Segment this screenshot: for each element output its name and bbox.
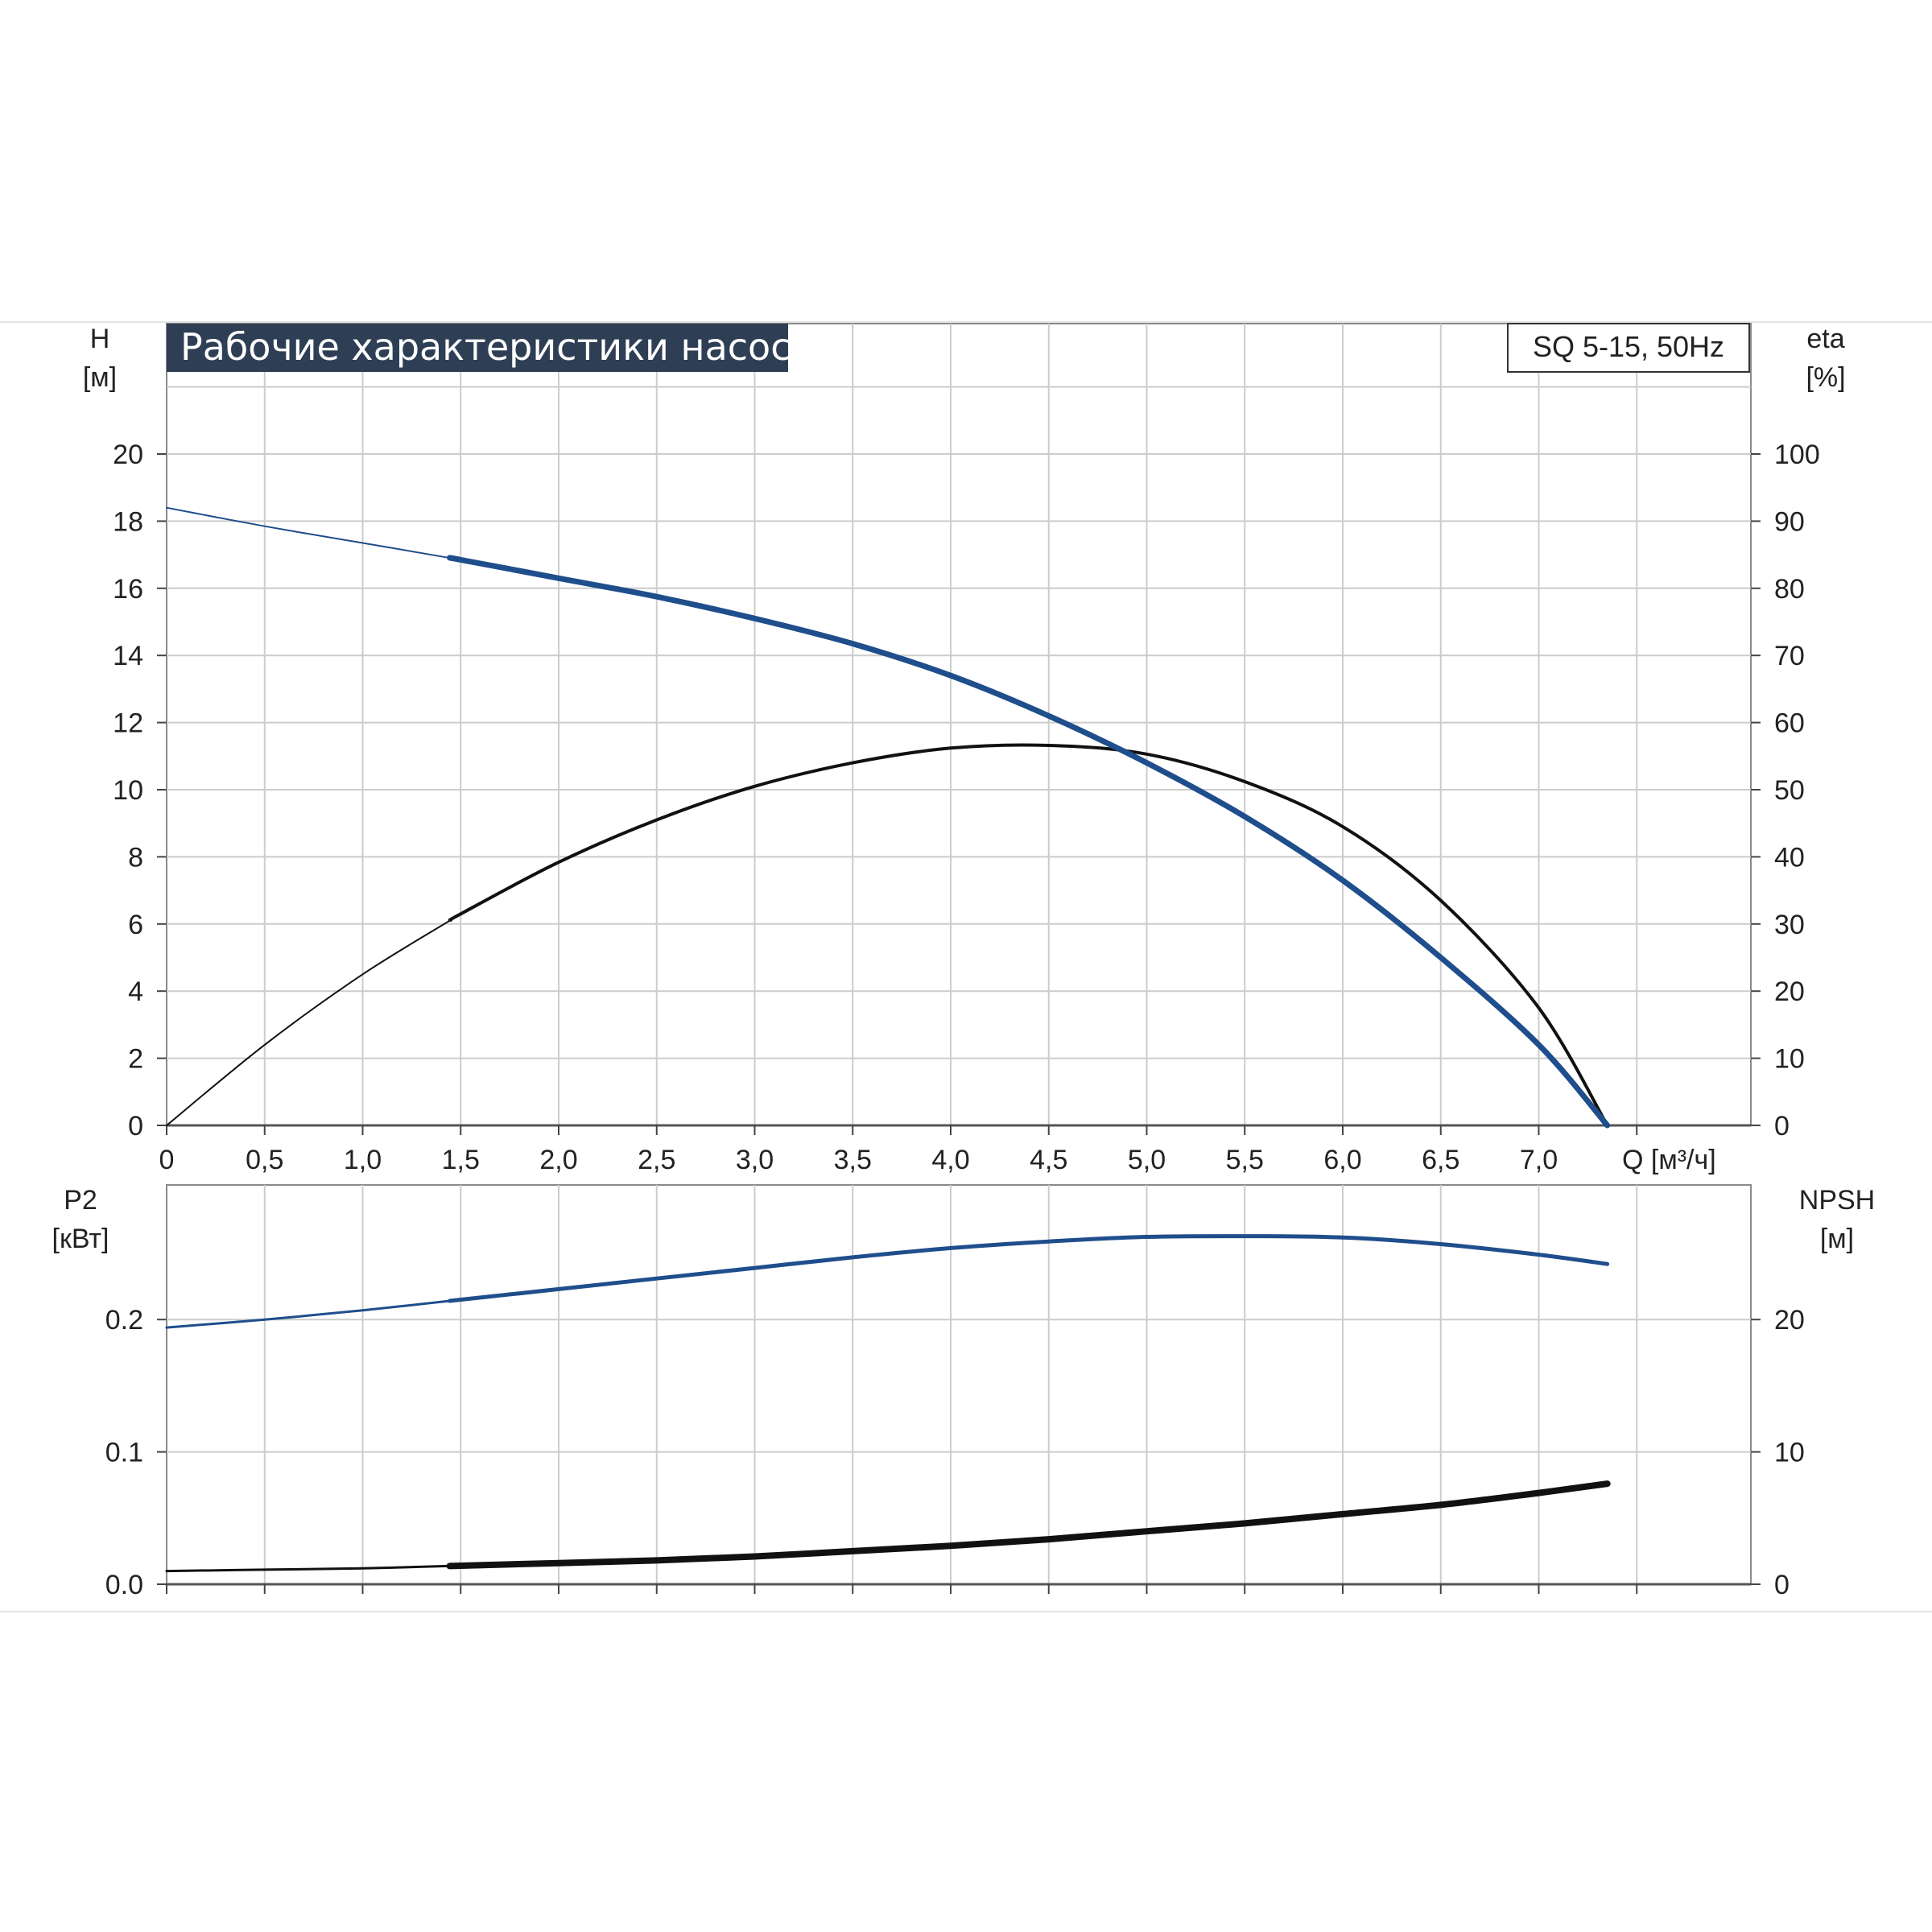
flow-tick-label: 4,5: [1030, 1145, 1067, 1175]
power-axis-tick-labels: 0.0 0.1 0.2: [105, 1305, 143, 1600]
head-curve-thin: [166, 506, 452, 559]
power-tick-label: 0.0: [105, 1570, 143, 1600]
head-plot-area: [166, 323, 1752, 1126]
flow-tick-label: 5,5: [1226, 1145, 1264, 1175]
power-axis-unit: [кВт]: [52, 1224, 109, 1254]
flow-axis-label: Q [м³/ч]: [1622, 1145, 1716, 1175]
efficiency-curve-thin: [166, 919, 452, 1126]
flow-tick-label: 3,5: [834, 1145, 872, 1175]
head-tick-label: 18: [113, 506, 143, 537]
efficiency-tick-label: 50: [1774, 775, 1805, 806]
power-plot-tick-marks: [157, 1319, 1761, 1594]
flow-tick-label: 0,5: [246, 1145, 283, 1175]
power-plot-grid: [167, 1185, 1751, 1586]
head-curve: [447, 555, 1611, 1129]
model-label: SQ 5-15, 50Hz: [1533, 330, 1724, 363]
power-axis-name: P2: [64, 1185, 97, 1216]
efficiency-axis-name: eta: [1806, 324, 1844, 354]
power-plot-area: [166, 1184, 1752, 1585]
head-tick-label: 10: [113, 775, 143, 806]
power-tick-label: 0.1: [105, 1438, 143, 1468]
flow-tick-label: 5,0: [1128, 1145, 1166, 1175]
npsh-curve-thin: [165, 1564, 452, 1573]
flow-tick-label: 1,0: [344, 1145, 382, 1175]
efficiency-tick-label: 0: [1774, 1111, 1790, 1141]
head-tick-label: 16: [113, 574, 143, 605]
head-axis-name: H: [90, 324, 110, 354]
efficiency-tick-label: 10: [1774, 1044, 1805, 1075]
npsh-curve: [446, 1480, 1611, 1570]
flow-tick-label: 1,5: [442, 1145, 480, 1175]
head-axis-tick-labels: 0 2 4 6 8 10 12 14 16 18 20: [113, 440, 143, 1141]
efficiency-axis-tick-labels: 0 10 20 30 40 50 60 70 80 90 100: [1774, 440, 1820, 1141]
head-tick-label: 20: [113, 440, 143, 470]
flow-tick-label: 0: [159, 1145, 175, 1175]
efficiency-tick-label: 70: [1774, 641, 1805, 671]
head-plot-grid: [167, 324, 1751, 1127]
head-tick-label: 14: [113, 641, 143, 671]
flow-tick-label: 4,0: [931, 1145, 969, 1175]
head-tick-label: 2: [128, 1044, 143, 1075]
power-curve: [448, 1234, 1610, 1303]
efficiency-tick-label: 90: [1774, 506, 1805, 537]
model-label-box: [1507, 323, 1750, 373]
head-axis-unit: [м]: [83, 362, 117, 393]
flow-axis-tick-labels: 0 0,5 1,0 1,5 2,0 2,5 3,0 3,5 4,0 4,5 5,0 5,5 6,0 6,5…: [159, 1145, 1558, 1175]
npsh-axis-tick-labels: 0 10 20: [1774, 1305, 1805, 1600]
efficiency-tick-label: 60: [1774, 708, 1805, 739]
head-tick-label: 8: [128, 842, 143, 873]
flow-tick-label: 7,0: [1520, 1145, 1558, 1175]
npsh-axis-unit: [м]: [1820, 1224, 1854, 1254]
flow-tick-label: 2,5: [638, 1145, 675, 1175]
npsh-tick-label: 20: [1774, 1305, 1805, 1335]
power-plot-series: [165, 1234, 1611, 1573]
efficiency-tick-label: 40: [1774, 842, 1805, 873]
npsh-tick-label: 0: [1774, 1570, 1790, 1600]
power-tick-label: 0.2: [105, 1305, 143, 1335]
efficiency-curve: [448, 743, 1609, 1127]
efficiency-tick-label: 20: [1774, 976, 1805, 1007]
head-plot-tick-marks: [157, 453, 1761, 1135]
power-curve-thin: [165, 1299, 452, 1329]
flow-tick-label: 3,0: [736, 1145, 774, 1175]
npsh-axis-name: NPSH: [1799, 1185, 1875, 1216]
head-plot-series: [166, 506, 1611, 1129]
flow-tick-label: 6,5: [1422, 1145, 1459, 1175]
flow-tick-label: 6,0: [1323, 1145, 1361, 1175]
head-efficiency-plot: 0 0,5 1,0 1,5 2,0 2,5 3,0 3,5 4,0 4,5 5,0 5,5 6,0 6,5…: [83, 323, 1846, 1175]
efficiency-tick-label: 100: [1774, 440, 1820, 470]
head-tick-label: 0: [128, 1111, 143, 1141]
chart-title-box: [167, 324, 788, 372]
efficiency-tick-label: 80: [1774, 574, 1805, 605]
efficiency-axis-unit: [%]: [1806, 362, 1845, 393]
head-tick-label: 12: [113, 708, 143, 739]
efficiency-tick-label: 30: [1774, 910, 1805, 940]
flow-tick-label: 2,0: [539, 1145, 577, 1175]
head-tick-label: 4: [128, 976, 143, 1007]
chart-title: Рабочие характеристики насоса: [180, 325, 814, 369]
power-npsh-plot: 0.0 0.1 0.2 0 10 20 P2 [кВт] NPSH [м]: [52, 1184, 1875, 1600]
npsh-tick-label: 10: [1774, 1438, 1805, 1468]
head-tick-label: 6: [128, 910, 143, 940]
